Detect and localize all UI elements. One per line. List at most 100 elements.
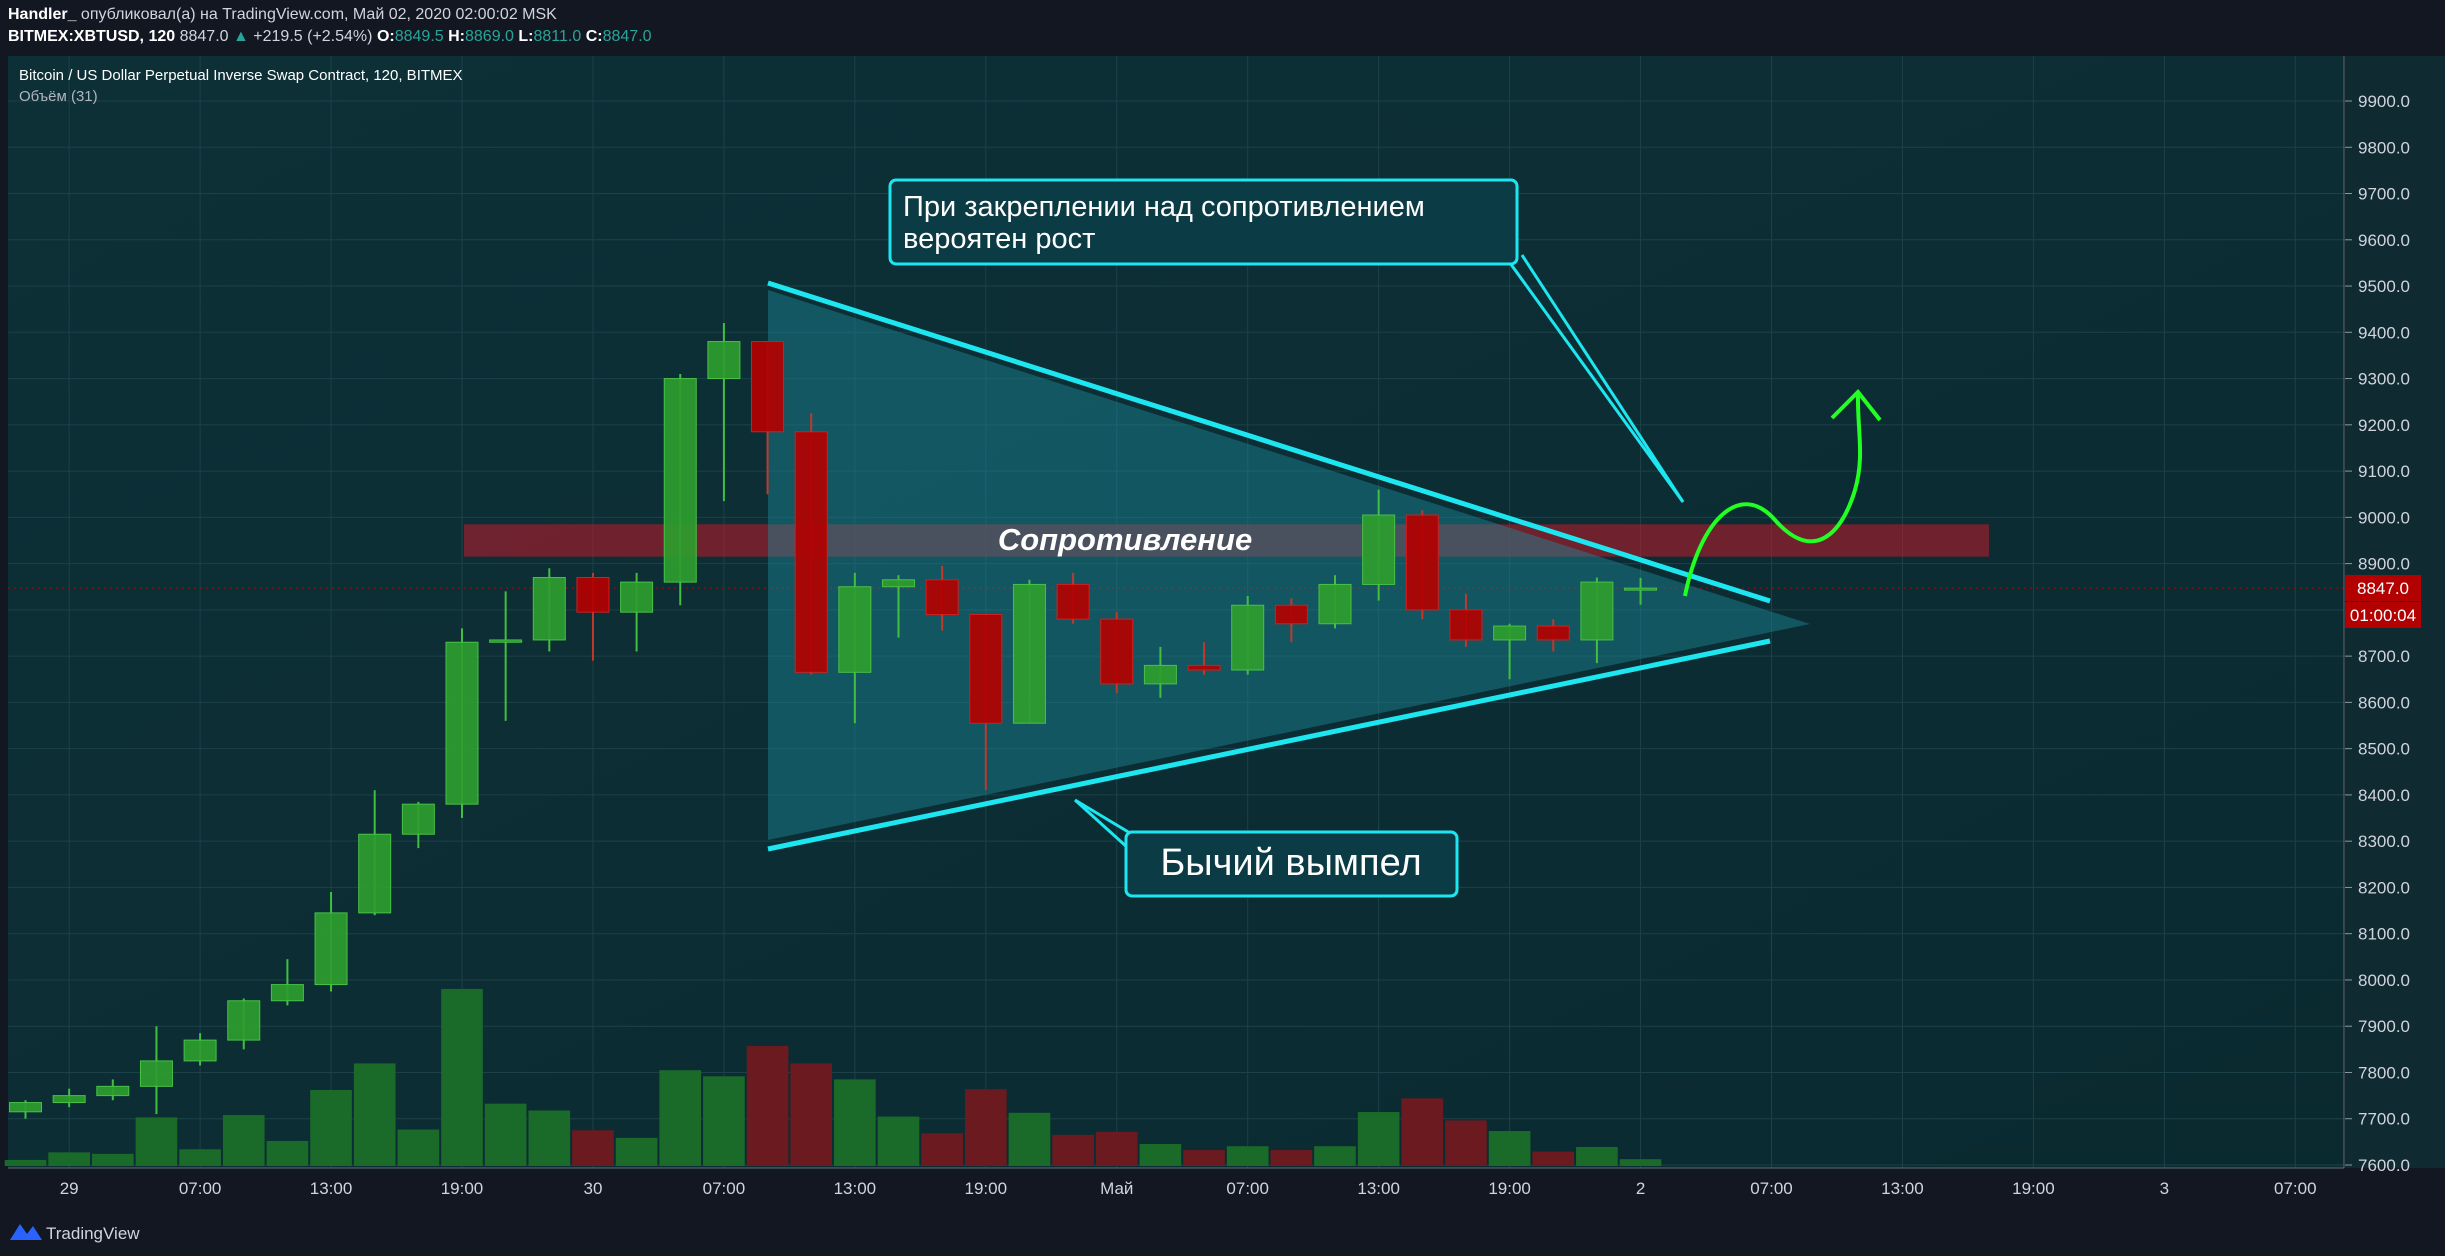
- volume-bar: [4, 1159, 47, 1166]
- x-tick-label: 19:00: [965, 1179, 1008, 1198]
- y-tick-label: 8400.0: [2358, 786, 2410, 805]
- candle-body: [401, 803, 435, 835]
- change-value: +219.5 (+2.54%): [253, 28, 373, 45]
- forecast-arrow[interactable]: [1683, 388, 1882, 597]
- candle-body: [1624, 587, 1658, 591]
- low-value: 8811.0: [533, 28, 582, 45]
- y-tick-label: 8900.0: [2358, 555, 2410, 574]
- callout-bottom-pointer-a: [1074, 798, 1136, 838]
- callout-top-line1: При закреплении над сопротивлением: [903, 191, 1425, 223]
- callout-top-line2: вероятен рост: [903, 223, 1095, 255]
- symbol-label[interactable]: BITMEX:XBTUSD, 120: [8, 28, 176, 45]
- resistance-label: Сопротивление: [998, 522, 1252, 557]
- candle-body: [314, 912, 348, 986]
- volume-bar: [135, 1117, 178, 1166]
- candle-body: [1056, 583, 1090, 620]
- candle-body: [794, 431, 828, 673]
- candle-body: [1012, 583, 1046, 724]
- pennant-upper-line: [767, 280, 1771, 604]
- close-label: C:: [585, 28, 603, 45]
- candle-body: [1536, 625, 1570, 641]
- y-tick-label: 9100.0: [2358, 462, 2410, 481]
- y-tick-label: 9600.0: [2358, 231, 2410, 250]
- x-tick-label: Май: [1100, 1179, 1133, 1198]
- open-value: 8849.5: [394, 28, 444, 45]
- callout-bottom[interactable]: Бычий вымпел: [1073, 798, 1459, 898]
- candles: [9, 323, 1658, 1119]
- candle-body: [1449, 609, 1483, 641]
- volume-bar: [310, 1090, 352, 1166]
- tradingview-logo-icon[interactable]: [10, 1224, 42, 1240]
- callout-top-pointer-b: [1520, 254, 1685, 503]
- countdown-tag: 01:00:04: [2350, 606, 2416, 625]
- y-tick-label: 9700.0: [2358, 185, 2410, 204]
- callout-bottom-pointer-b: [1073, 798, 1130, 850]
- last-price: 8847.0: [179, 28, 229, 45]
- footer-brand[interactable]: TradingView: [46, 1224, 140, 1243]
- y-tick-label: 8100.0: [2358, 925, 2410, 944]
- callout-bottom-text: Бычий вымпел: [1160, 842, 1421, 884]
- candle-body: [1100, 618, 1134, 685]
- volume-bar: [834, 1079, 876, 1166]
- x-tick-label: 19:00: [2012, 1179, 2055, 1198]
- volume-bar: [1576, 1147, 1618, 1166]
- volume-bar: [1445, 1120, 1487, 1166]
- volume-bar: [1052, 1134, 1094, 1166]
- candle-body: [620, 581, 654, 613]
- y-tick-label: 9300.0: [2358, 370, 2410, 389]
- candle-body: [576, 576, 610, 613]
- legend-volume: Объём (31): [19, 88, 98, 105]
- y-tick-label: 9500.0: [2358, 277, 2410, 296]
- y-tick-label: 7800.0: [2358, 1063, 2410, 1082]
- volume-bar: [964, 1089, 1007, 1166]
- change-arrow-icon: ▲: [232, 28, 249, 45]
- y-tick-label: 8700.0: [2358, 647, 2410, 666]
- open-label: O:: [376, 28, 395, 45]
- callout-top[interactable]: При закреплении над сопротивлением вероя…: [888, 178, 1685, 503]
- candle-body: [925, 579, 959, 615]
- y-tick-label: 9400.0: [2358, 323, 2410, 342]
- callout-top-box: [888, 178, 1519, 266]
- y-tick-label: 7600.0: [2358, 1156, 2410, 1175]
- x-tick-label: 07:00: [1750, 1179, 1793, 1198]
- volume-bar: [746, 1045, 789, 1166]
- candle-body: [183, 1039, 217, 1062]
- candle-body: [751, 341, 785, 433]
- x-tick-label: 07:00: [2274, 1179, 2317, 1198]
- volume-bar: [222, 1115, 265, 1166]
- candle-body: [1362, 514, 1396, 585]
- volume-bar: [659, 1070, 702, 1166]
- volume-bar: [484, 1103, 527, 1166]
- forecast-arrow-head: [1830, 388, 1882, 422]
- y-tick-label: 7900.0: [2358, 1017, 2410, 1036]
- resistance-zone: [464, 524, 1989, 557]
- volume-bar: [397, 1129, 440, 1166]
- candle-body: [1143, 664, 1177, 685]
- volume-bar: [1008, 1112, 1051, 1166]
- volume-bar: [1532, 1151, 1575, 1166]
- x-tick-label: 13:00: [310, 1179, 353, 1198]
- publish-info: Handler_ опубликовал(а) на TradingView.c…: [8, 6, 557, 24]
- y-tick-label: 9800.0: [2358, 138, 2410, 157]
- candle-body: [445, 641, 479, 805]
- volume-bar: [877, 1116, 920, 1166]
- y-tick-label: 8000.0: [2358, 971, 2410, 990]
- resistance-band: [464, 524, 1989, 557]
- author-name[interactable]: Handler_: [8, 6, 77, 23]
- volume-bar: [179, 1149, 221, 1166]
- callout-bottom-box: [1124, 830, 1459, 898]
- forecast-arrow-path: [1683, 391, 1863, 597]
- volume-bar: [572, 1130, 614, 1166]
- y-tick-label: 7700.0: [2358, 1110, 2410, 1129]
- candle-body: [1231, 604, 1265, 671]
- y-tick-label: 9200.0: [2358, 416, 2410, 435]
- candle-body: [1405, 514, 1439, 611]
- volume-bar: [266, 1140, 309, 1166]
- volume-bar: [48, 1152, 90, 1166]
- candle-body: [1318, 583, 1352, 625]
- volume-bar: [1357, 1112, 1400, 1166]
- candle-body: [270, 984, 304, 1002]
- candle-body: [532, 576, 566, 641]
- candle-body: [227, 1000, 261, 1041]
